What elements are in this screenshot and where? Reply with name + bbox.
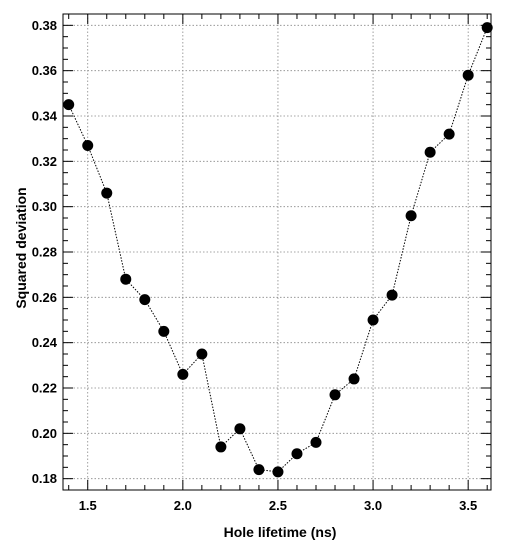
y-tick-label: 0.24	[32, 335, 58, 350]
x-tick-label: 3.5	[459, 498, 477, 513]
y-axis-label: Squared deviation	[13, 187, 29, 308]
y-tick-label: 0.26	[32, 290, 57, 305]
data-point	[405, 210, 417, 222]
data-point	[101, 187, 113, 199]
data-point	[310, 436, 322, 448]
data-point	[139, 294, 151, 306]
y-tick-label: 0.20	[32, 426, 57, 441]
y-tick-label: 0.28	[32, 245, 57, 260]
data-point	[386, 289, 398, 301]
data-point	[329, 389, 341, 401]
data-point	[63, 99, 75, 111]
series-line	[68, 27, 488, 473]
grid-lines	[63, 14, 491, 490]
data-point	[120, 273, 132, 285]
y-tick-label: 0.38	[32, 18, 57, 33]
data-point	[443, 128, 455, 140]
data-point	[272, 466, 284, 478]
data-point	[234, 423, 246, 435]
y-tick-label: 0.34	[32, 109, 58, 124]
y-tick-label: 0.22	[32, 381, 57, 396]
axes: 1.5 2.0 2.5 3.0 3.5 0.18 0.20 0.22 0.24 0.26 0.28 0…	[32, 13, 492, 513]
y-tick-label: 0.30	[32, 199, 57, 214]
x-tick-label: 2.5	[269, 498, 287, 513]
x-tick-label: 1.5	[79, 498, 97, 513]
data-point	[462, 69, 474, 81]
data-point	[424, 146, 436, 158]
y-tick-label: 0.32	[32, 154, 57, 169]
data-point	[82, 139, 94, 151]
data-line	[68, 27, 488, 473]
x-axis-label: Hole lifetime (ns)	[224, 524, 337, 540]
x-tick-label: 3.0	[364, 498, 382, 513]
data-point	[367, 314, 379, 326]
data-point	[196, 348, 208, 360]
data-points	[63, 22, 493, 478]
data-point	[177, 368, 189, 380]
data-point	[158, 325, 170, 337]
x-tick-label: 2.0	[174, 498, 192, 513]
data-point	[253, 464, 265, 476]
data-point	[215, 441, 227, 453]
data-point	[291, 448, 303, 460]
data-point	[348, 373, 360, 385]
y-tick-label: 0.18	[32, 471, 57, 486]
y-tick-label: 0.36	[32, 63, 57, 78]
data-point	[481, 22, 493, 34]
